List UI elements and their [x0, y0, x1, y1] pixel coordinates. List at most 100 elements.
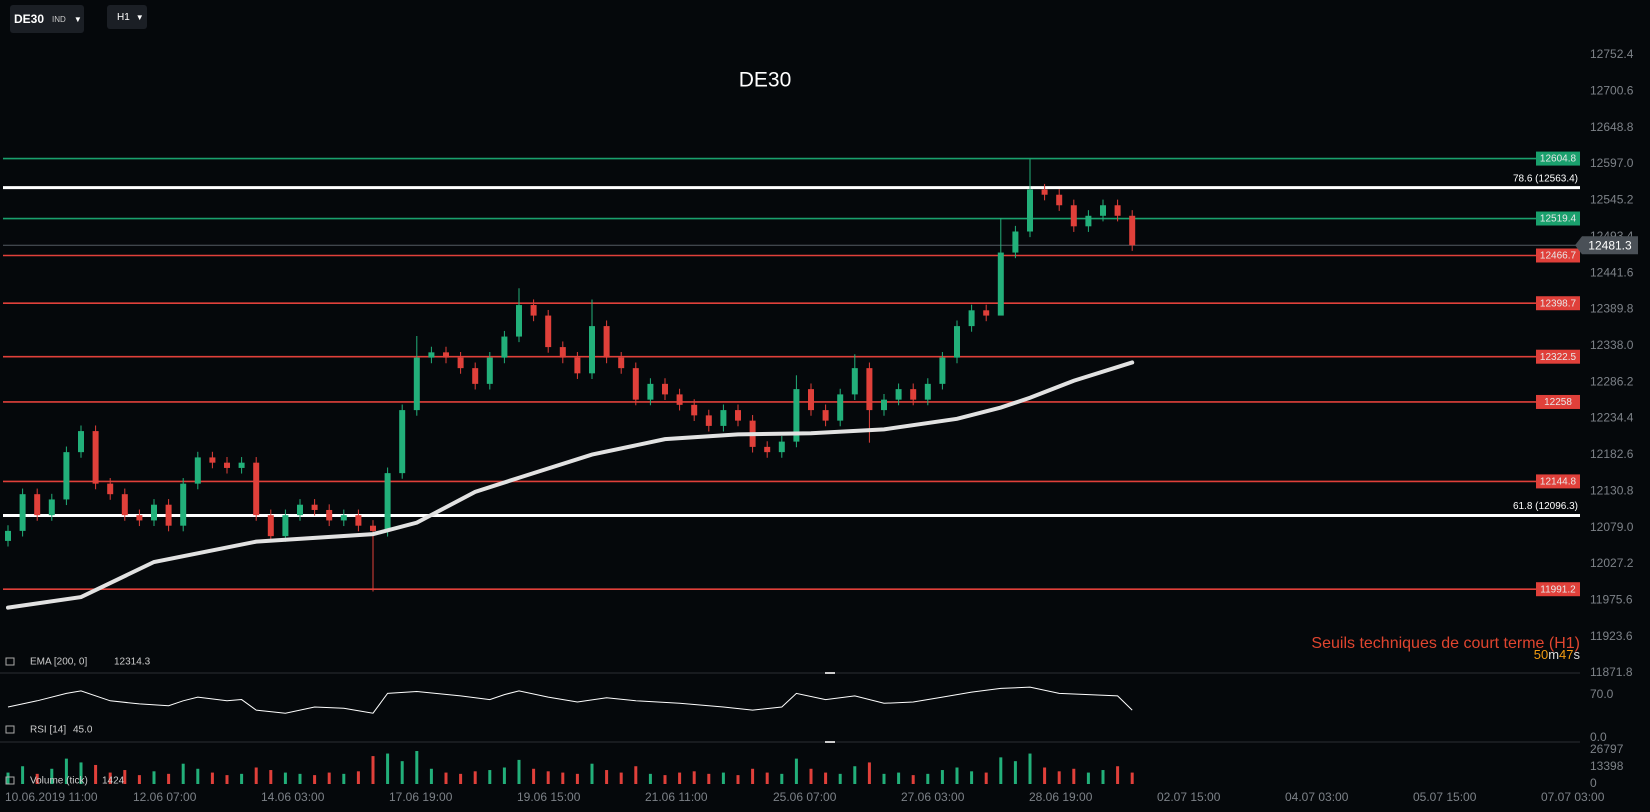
y-tick-label: 12700.6 — [1590, 84, 1634, 98]
countdown: 50m47s — [1534, 647, 1581, 662]
volume-bar — [254, 767, 258, 784]
x-tick-label: 10.06.2019 11:00 — [5, 790, 98, 804]
candle-body — [472, 368, 479, 384]
volume-bar — [152, 771, 156, 784]
level-tag — [1536, 151, 1580, 166]
fibonacci-label: 78.6 (12563.4) — [1513, 173, 1578, 184]
volume-bar — [298, 773, 302, 784]
candle-body — [48, 499, 55, 516]
level-label: 12398.7 — [1540, 298, 1577, 309]
level-tag — [1536, 296, 1580, 311]
volume-bar — [342, 773, 346, 784]
candle-body — [428, 352, 435, 358]
rsi-tick-label: 0.0 — [1590, 730, 1607, 744]
candle-body — [822, 410, 829, 421]
countdown-part: m — [1548, 647, 1559, 662]
candle-body — [559, 347, 566, 358]
candle-body — [224, 462, 230, 468]
level-label: 12258 — [1544, 397, 1572, 408]
y-tick-label: 12338.0 — [1590, 338, 1634, 352]
y-tick-label: 12389.8 — [1590, 302, 1634, 316]
legend-value: 45.0 — [73, 725, 93, 736]
candle-body — [910, 389, 917, 400]
level-tag — [1536, 211, 1580, 226]
legend-name: EMA [200, 0] — [30, 657, 87, 668]
legend-value: 12314.3 — [114, 657, 151, 668]
candle-body — [808, 389, 814, 411]
volume-bar — [459, 773, 463, 784]
y-tick-label: 12182.6 — [1590, 447, 1634, 461]
y-tick-label: 12597.0 — [1590, 156, 1634, 170]
volume-bar — [867, 762, 871, 784]
candle-body — [881, 399, 887, 411]
x-tick-label: 25.06 07:00 — [773, 790, 837, 804]
volume-bar — [663, 775, 667, 784]
legend-value: 1424 — [102, 776, 125, 787]
panel-handle[interactable] — [825, 741, 835, 743]
countdown-part: 50 — [1534, 647, 1548, 662]
candle-body — [705, 415, 712, 426]
candle-body — [267, 515, 274, 537]
level-tag — [1536, 394, 1580, 409]
volume-tick-label: 26797 — [1590, 742, 1624, 756]
level-label: 12322.5 — [1540, 352, 1577, 363]
volume-bar — [64, 758, 68, 784]
candle-body — [530, 305, 537, 316]
volume-bar — [546, 771, 550, 784]
volume-bar — [400, 761, 404, 784]
volume-bar — [415, 751, 419, 784]
candle-body — [136, 515, 143, 521]
candle-body — [92, 431, 99, 484]
legend-name: Volume (tick) — [30, 776, 88, 787]
candle-body — [399, 410, 406, 474]
volume-bar — [94, 764, 98, 784]
candle-body — [1056, 194, 1063, 206]
timeframe-selector[interactable]: H1 ▼ — [107, 5, 147, 29]
y-tick-label: 11975.6 — [1590, 592, 1633, 606]
volume-bar — [1013, 761, 1017, 784]
candle-body — [603, 326, 610, 358]
candle-body — [34, 494, 41, 516]
x-tick-label: 27.06 03:00 — [901, 790, 965, 804]
volume-bar — [1028, 753, 1032, 784]
panel-handle[interactable] — [825, 672, 835, 674]
level-label: 11991.2 — [1540, 584, 1576, 595]
volume-bar — [575, 773, 579, 784]
candle-body — [1041, 189, 1048, 195]
dropdown-arrow: ▼ — [73, 14, 82, 24]
y-tick-label: 11923.6 — [1590, 629, 1633, 643]
x-tick-label: 07.07 03:00 — [1541, 790, 1605, 804]
symbol: DE30 — [14, 12, 45, 26]
volume-bar — [692, 771, 696, 784]
symbol-selector[interactable]: DE30 IND ▼ — [10, 5, 84, 33]
candle-body — [954, 326, 960, 358]
volume-bar — [999, 757, 1003, 784]
candle-body — [121, 494, 128, 516]
volume-bar — [634, 766, 638, 784]
volume-bar — [517, 759, 521, 784]
volume-bar — [940, 770, 944, 784]
volume-bar — [371, 756, 375, 784]
candle-body — [691, 404, 698, 416]
candle-body — [297, 504, 303, 516]
x-tick-label: 19.06 15:00 — [517, 790, 581, 804]
candle-body — [1027, 189, 1033, 232]
candle-body — [720, 410, 727, 426]
market: IND — [52, 14, 66, 24]
y-tick-label: 12752.4 — [1590, 47, 1634, 61]
level-tag — [1536, 582, 1580, 597]
chart-title: DE30 — [739, 69, 792, 92]
y-tick-label: 12545.2 — [1590, 193, 1634, 207]
volume-tick-label: 0 — [1590, 776, 1597, 790]
level-label: 12466.7 — [1540, 251, 1577, 262]
rsi-line — [7, 686, 1133, 714]
level-tag — [1536, 248, 1580, 263]
volume-bar — [984, 772, 988, 784]
candle-body — [574, 357, 581, 374]
candle-body — [194, 457, 201, 484]
last-price-pointer — [1575, 236, 1582, 255]
volume-bar — [561, 772, 565, 784]
candle-body — [851, 368, 858, 395]
